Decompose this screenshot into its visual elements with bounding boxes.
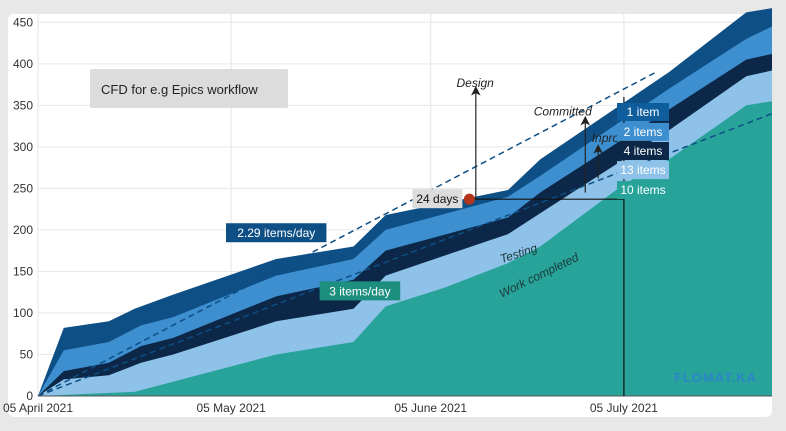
y-tick-label: 350 xyxy=(13,98,33,112)
y-tick-label: 300 xyxy=(13,140,33,154)
lead-time-label-bg xyxy=(412,189,463,209)
rate-label-bg xyxy=(226,223,327,243)
y-tick-label: 250 xyxy=(13,181,33,195)
wip-count-label: 1 item xyxy=(627,105,660,119)
wip-count-bg xyxy=(617,102,669,121)
chart-title: CFD for e.g Epics workflow xyxy=(101,82,258,97)
x-tick-label: 05 July 2021 xyxy=(590,401,658,415)
wip-count-label: 4 items xyxy=(624,144,663,158)
wip-count-label: 13 items xyxy=(620,163,665,177)
stage-label: Design xyxy=(457,76,495,90)
y-tick-label: 400 xyxy=(13,57,33,71)
wip-count-bg xyxy=(617,181,669,200)
y-tick-label: 50 xyxy=(20,347,34,361)
x-tick-label: 05 May 2021 xyxy=(196,401,266,415)
rate-label: 3 items/day xyxy=(329,284,390,298)
wip-count-bg xyxy=(617,122,669,141)
y-tick-label: 450 xyxy=(13,15,33,29)
wip-count-bg xyxy=(617,142,669,161)
y-tick-label: 0 xyxy=(26,389,33,403)
trend-lines xyxy=(37,71,773,397)
axes: 0 50 100 150 200 250 300 350 400 450 05 April 2021… xyxy=(3,15,772,415)
x-tick-label: 05 June 2021 xyxy=(394,401,467,415)
lead-time-marker xyxy=(463,193,475,205)
series-areas xyxy=(38,8,772,397)
lead-time-label: 24 days xyxy=(416,192,458,206)
trend-line xyxy=(37,112,773,397)
wip-count-bg xyxy=(617,161,669,180)
watermark-logo: FLOMAT.KA xyxy=(674,370,757,385)
rate-label: 2.29 items/day xyxy=(237,226,315,240)
y-tick-label: 100 xyxy=(13,306,33,320)
title-box: CFD for e.g Epics workflow xyxy=(90,69,288,108)
y-tick-label: 150 xyxy=(13,264,33,278)
x-tick-label: 05 April 2021 xyxy=(3,401,73,415)
trend-line xyxy=(37,71,657,397)
area-work-completed xyxy=(38,101,772,397)
stage-label: Committed xyxy=(534,104,592,118)
wip-count-label: 2 items xyxy=(624,125,663,139)
rate-label-bg xyxy=(319,281,401,301)
y-tick-label: 200 xyxy=(13,223,33,237)
wip-count-label: 10 items xyxy=(620,183,665,197)
